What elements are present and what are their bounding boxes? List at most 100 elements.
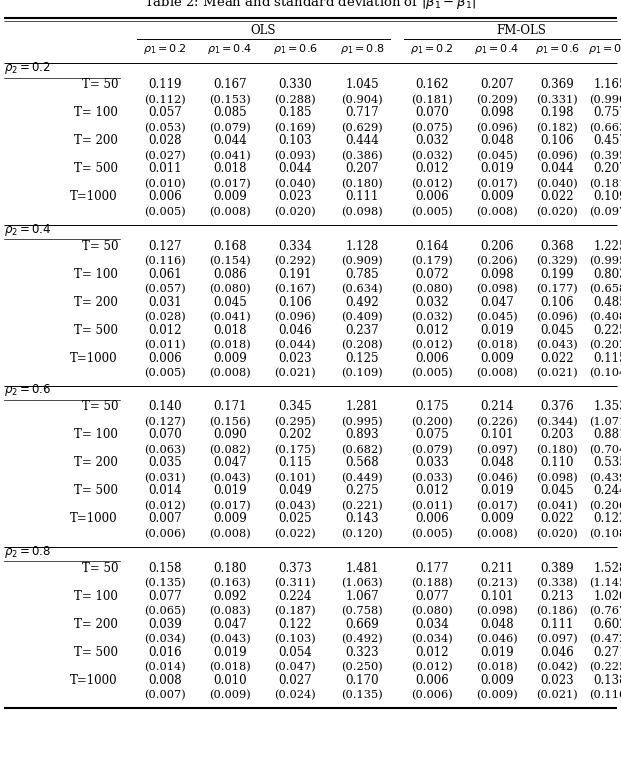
Text: (0.909): (0.909) [341,255,383,266]
Text: (0.032): (0.032) [411,150,453,161]
Text: (0.011): (0.011) [411,501,453,511]
Text: 0.019: 0.019 [213,485,247,498]
Text: 0.046: 0.046 [540,646,574,659]
Text: (0.018): (0.018) [476,662,518,672]
Text: (0.990): (0.990) [589,94,621,105]
Text: 0.330: 0.330 [278,78,312,91]
Text: (0.103): (0.103) [274,634,316,644]
Text: (0.188): (0.188) [411,578,453,588]
Text: (0.044): (0.044) [274,340,316,350]
Text: (0.449): (0.449) [341,472,383,483]
Text: (0.020): (0.020) [536,528,578,539]
Text: (0.041): (0.041) [536,501,578,511]
Text: (0.181): (0.181) [411,94,453,105]
Text: 0.054: 0.054 [278,646,312,659]
Text: 0.140: 0.140 [148,400,182,413]
Text: 0.032: 0.032 [415,134,449,147]
Text: (0.012): (0.012) [411,662,453,672]
Text: 0.009: 0.009 [480,351,514,364]
Text: (0.098): (0.098) [476,284,518,294]
Text: (0.096): (0.096) [274,311,316,322]
Text: (0.021): (0.021) [536,367,578,378]
Text: (0.331): (0.331) [536,94,578,105]
Text: (0.017): (0.017) [476,501,518,511]
Text: (0.007): (0.007) [144,690,186,700]
Text: 0.175: 0.175 [415,400,449,413]
Text: 0.010: 0.010 [213,673,247,686]
Text: (0.083): (0.083) [209,606,251,616]
Text: 0.047: 0.047 [480,295,514,308]
Text: 0.006: 0.006 [415,673,449,686]
Text: 0.568: 0.568 [345,456,379,469]
Text: (0.042): (0.042) [536,662,578,672]
Text: 0.012: 0.012 [415,646,449,659]
Text: 0.090: 0.090 [213,429,247,442]
Text: $\rho_2 = 0.4$: $\rho_2 = 0.4$ [4,222,52,238]
Text: (0.439): (0.439) [589,472,621,483]
Text: 0.019: 0.019 [480,646,514,659]
Text: (0.154): (0.154) [209,255,251,266]
Text: (0.080): (0.080) [411,284,453,294]
Text: 0.106: 0.106 [540,134,574,147]
Text: 1.067: 1.067 [345,590,379,603]
Text: (0.040): (0.040) [536,179,578,189]
Text: T=1000: T=1000 [70,351,118,364]
Text: T= 500: T= 500 [74,163,118,176]
Text: (0.009): (0.009) [209,690,251,700]
Text: 0.061: 0.061 [148,268,182,281]
Text: 0.019: 0.019 [480,485,514,498]
Text: T= 50: T= 50 [81,78,118,91]
Text: (1.071): (1.071) [589,416,621,427]
Text: (0.758): (0.758) [341,606,383,616]
Text: 0.012: 0.012 [415,163,449,176]
Text: (0.186): (0.186) [536,606,578,616]
Text: 0.389: 0.389 [540,561,574,574]
Text: 0.009: 0.009 [213,512,247,525]
Text: (0.663): (0.663) [589,123,621,133]
Text: 0.162: 0.162 [415,78,449,91]
Text: 0.077: 0.077 [415,590,449,603]
Text: 0.019: 0.019 [213,646,247,659]
Text: 0.111: 0.111 [540,617,574,630]
Text: (0.097): (0.097) [476,445,518,455]
Text: (0.153): (0.153) [209,94,251,105]
Text: T=1000: T=1000 [70,190,118,203]
Text: (0.179): (0.179) [411,255,453,266]
Text: (0.181): (0.181) [589,179,621,189]
Text: T= 200: T= 200 [74,456,118,469]
Text: T= 50: T= 50 [81,239,118,252]
Text: (0.009): (0.009) [476,690,518,700]
Text: 0.275: 0.275 [345,485,379,498]
Text: 0.098: 0.098 [480,268,514,281]
Text: (0.012): (0.012) [411,179,453,189]
Text: (0.104): (0.104) [589,367,621,378]
Text: 0.012: 0.012 [415,485,449,498]
Text: (0.043): (0.043) [209,472,251,483]
Text: 0.177: 0.177 [415,561,449,574]
Text: 0.122: 0.122 [593,512,621,525]
Text: T= 100: T= 100 [74,268,118,281]
Text: 0.203: 0.203 [540,429,574,442]
Text: (0.018): (0.018) [209,340,251,350]
Text: 0.225: 0.225 [593,324,621,337]
Text: (0.292): (0.292) [274,255,316,266]
Text: 0.323: 0.323 [345,646,379,659]
Text: (0.200): (0.200) [411,416,453,427]
Text: T= 200: T= 200 [74,295,118,308]
Text: $\rho_2 = 0.2$: $\rho_2 = 0.2$ [4,61,50,77]
Text: (0.409): (0.409) [341,311,383,322]
Text: T= 50: T= 50 [81,400,118,413]
Text: (0.682): (0.682) [341,445,383,455]
Text: (0.163): (0.163) [209,578,251,588]
Text: (0.386): (0.386) [341,150,383,161]
Text: (0.010): (0.010) [144,179,186,189]
Text: 0.757: 0.757 [593,107,621,120]
Text: 0.143: 0.143 [345,512,379,525]
Text: (0.018): (0.018) [476,340,518,350]
Text: 0.022: 0.022 [540,351,574,364]
Text: T= 500: T= 500 [74,324,118,337]
Text: (0.995): (0.995) [589,255,621,266]
Text: (0.022): (0.022) [274,528,316,539]
Text: 0.008: 0.008 [148,673,182,686]
Text: 0.119: 0.119 [148,78,182,91]
